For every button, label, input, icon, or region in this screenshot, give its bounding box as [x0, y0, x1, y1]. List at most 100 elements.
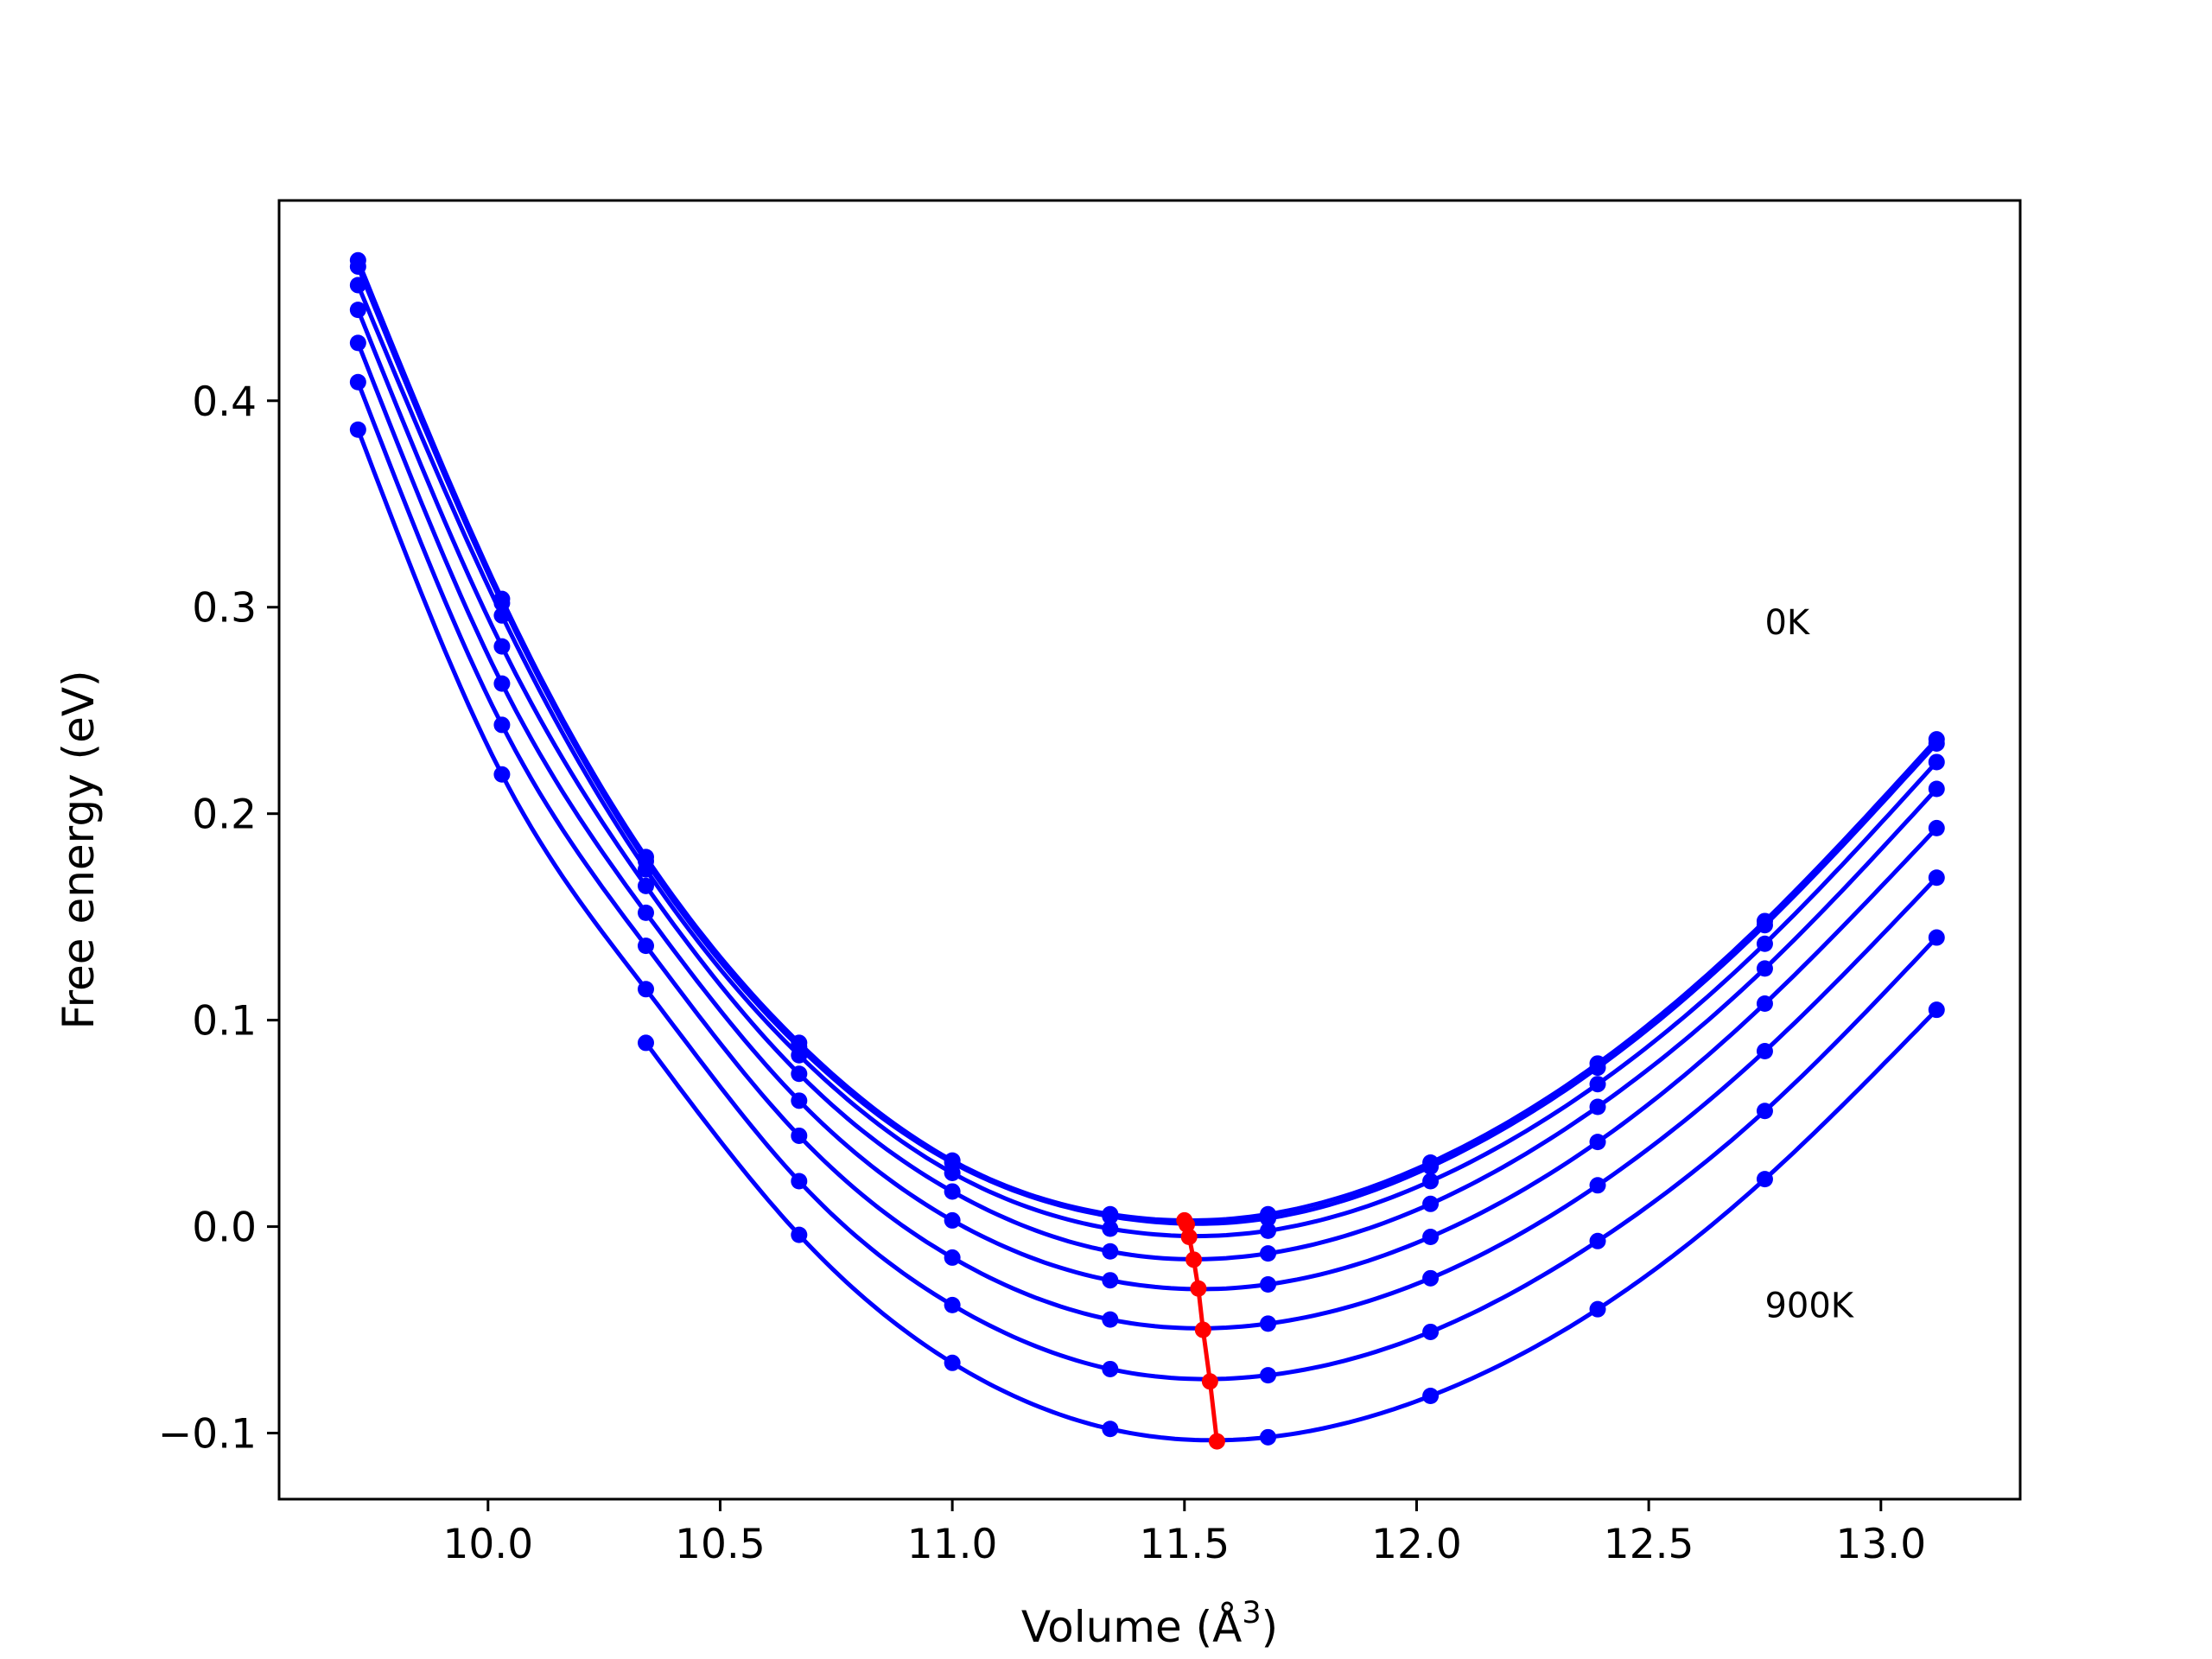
series-point-5-2 — [637, 938, 654, 955]
y-axis-label: Free energy (eV) — [54, 670, 104, 1029]
series-1 — [349, 257, 1945, 1227]
minima-point-6 — [1201, 1373, 1218, 1390]
series-point-6-10 — [1928, 929, 1945, 946]
series-point-1-10 — [1928, 734, 1945, 752]
series-point-7-4 — [1260, 1428, 1277, 1446]
series-point-2-8 — [1589, 1076, 1606, 1093]
series-point-6-0 — [349, 421, 366, 438]
x-tick-label-2: 11.0 — [907, 1521, 998, 1568]
series-point-7-1 — [791, 1226, 808, 1243]
series-point-3-1 — [493, 638, 511, 655]
series-point-3-10 — [1928, 780, 1945, 798]
series-point-3-5 — [1102, 1243, 1119, 1260]
series-point-4-5 — [1102, 1272, 1119, 1289]
series-point-4-10 — [1928, 819, 1945, 836]
y-tick-label-4: 0.3 — [192, 585, 257, 632]
minima-point-5 — [1194, 1321, 1211, 1338]
series-2 — [349, 276, 1945, 1239]
series-point-7-7 — [1756, 1171, 1773, 1188]
series-point-5-3 — [791, 1127, 808, 1144]
series-point-4-3 — [791, 1092, 808, 1109]
y-tick-label-0: −0.1 — [158, 1411, 257, 1459]
series-point-2-1 — [493, 607, 511, 624]
series-point-5-7 — [1422, 1269, 1440, 1287]
series-line-1 — [355, 265, 1939, 1226]
series-point-3-7 — [1422, 1195, 1440, 1212]
minima-point-1 — [1178, 1216, 1195, 1233]
series-6 — [349, 421, 1945, 1384]
series-line-3 — [355, 308, 1939, 1262]
series-point-3-4 — [944, 1183, 961, 1200]
x-axis-label-text: Volume (Å — [1021, 1602, 1243, 1652]
y-tick-label-3: 0.2 — [192, 791, 257, 839]
series-point-2-4 — [944, 1164, 961, 1181]
x-tick-label-5: 12.5 — [1604, 1521, 1694, 1568]
series-3 — [349, 302, 1945, 1262]
series-point-3-8 — [1589, 1098, 1606, 1116]
series-line-4 — [355, 341, 1939, 1292]
series-point-6-2 — [637, 981, 654, 998]
series-point-3-3 — [791, 1065, 808, 1083]
series-point-7-0 — [637, 1034, 654, 1052]
y-axis-ticks: −0.1 0.0 0.1 0.2 0.3 0.4 — [158, 378, 279, 1459]
series-point-2-10 — [1928, 753, 1945, 771]
series-point-4-4 — [944, 1211, 961, 1229]
series-point-1-8 — [1589, 1059, 1606, 1077]
series-7 — [637, 1001, 1945, 1446]
minima-layer — [1176, 1211, 1225, 1450]
series-point-3-9 — [1756, 960, 1773, 977]
series-line-0 — [355, 259, 1939, 1223]
series-point-2-2 — [637, 861, 654, 878]
series-point-4-1 — [493, 675, 511, 692]
series-point-7-3 — [1102, 1421, 1119, 1438]
series-point-6-6 — [1260, 1367, 1277, 1384]
series-point-2-5 — [1102, 1220, 1119, 1237]
series-5 — [349, 373, 1945, 1332]
plot-frame — [277, 199, 2022, 1501]
series-point-6-9 — [1756, 1103, 1773, 1120]
series-point-6-3 — [791, 1173, 808, 1190]
minima-point-7 — [1208, 1433, 1225, 1450]
series-line-5 — [355, 381, 1939, 1331]
series-point-3-2 — [637, 877, 654, 894]
series-line-6 — [355, 429, 1939, 1382]
series-point-7-2 — [944, 1354, 961, 1371]
series-point-7-5 — [1422, 1388, 1440, 1405]
series-point-6-7 — [1422, 1323, 1440, 1340]
series-point-5-1 — [493, 716, 511, 734]
series-point-5-5 — [1102, 1311, 1119, 1328]
annotation-1: 900K — [1764, 1287, 1854, 1326]
minima-point-3 — [1185, 1251, 1203, 1268]
x-axis-ticks: 10.0 10.5 11.0 11.5 12.0 12.5 13.0 — [442, 1499, 1926, 1568]
series-point-2-0 — [349, 276, 366, 294]
series-point-5-6 — [1260, 1315, 1277, 1332]
x-tick-label-0: 10.0 — [442, 1521, 533, 1568]
series-point-1-9 — [1756, 917, 1773, 934]
minima-point-2 — [1180, 1229, 1198, 1246]
series-0 — [349, 251, 1945, 1223]
annotation-0: 0K — [1764, 603, 1810, 643]
series-point-5-8 — [1589, 1177, 1606, 1194]
series-point-2-7 — [1422, 1173, 1440, 1190]
series-point-3-0 — [349, 302, 366, 319]
series-point-7-6 — [1589, 1300, 1606, 1318]
series-point-4-8 — [1589, 1134, 1606, 1151]
series-point-4-9 — [1756, 995, 1773, 1013]
x-tick-label-4: 12.0 — [1371, 1521, 1462, 1568]
series-point-1-6 — [1260, 1210, 1277, 1227]
series-point-1-5 — [1102, 1208, 1119, 1225]
x-axis-label-superscript: 3 — [1242, 1596, 1261, 1630]
series-line-7 — [644, 1007, 1939, 1443]
series-point-5-10 — [1928, 869, 1945, 887]
series-point-5-9 — [1756, 1042, 1773, 1059]
series-point-2-6 — [1260, 1222, 1277, 1239]
series-point-1-7 — [1422, 1158, 1440, 1175]
series-layer — [349, 251, 1945, 1446]
series-line-2 — [355, 284, 1939, 1239]
x-tick-label-6: 13.0 — [1835, 1521, 1926, 1568]
series-point-1-0 — [349, 257, 366, 275]
series-point-4-7 — [1422, 1229, 1440, 1246]
series-point-4-2 — [637, 904, 654, 921]
series-point-2-9 — [1756, 935, 1773, 952]
series-point-4-0 — [349, 334, 366, 352]
